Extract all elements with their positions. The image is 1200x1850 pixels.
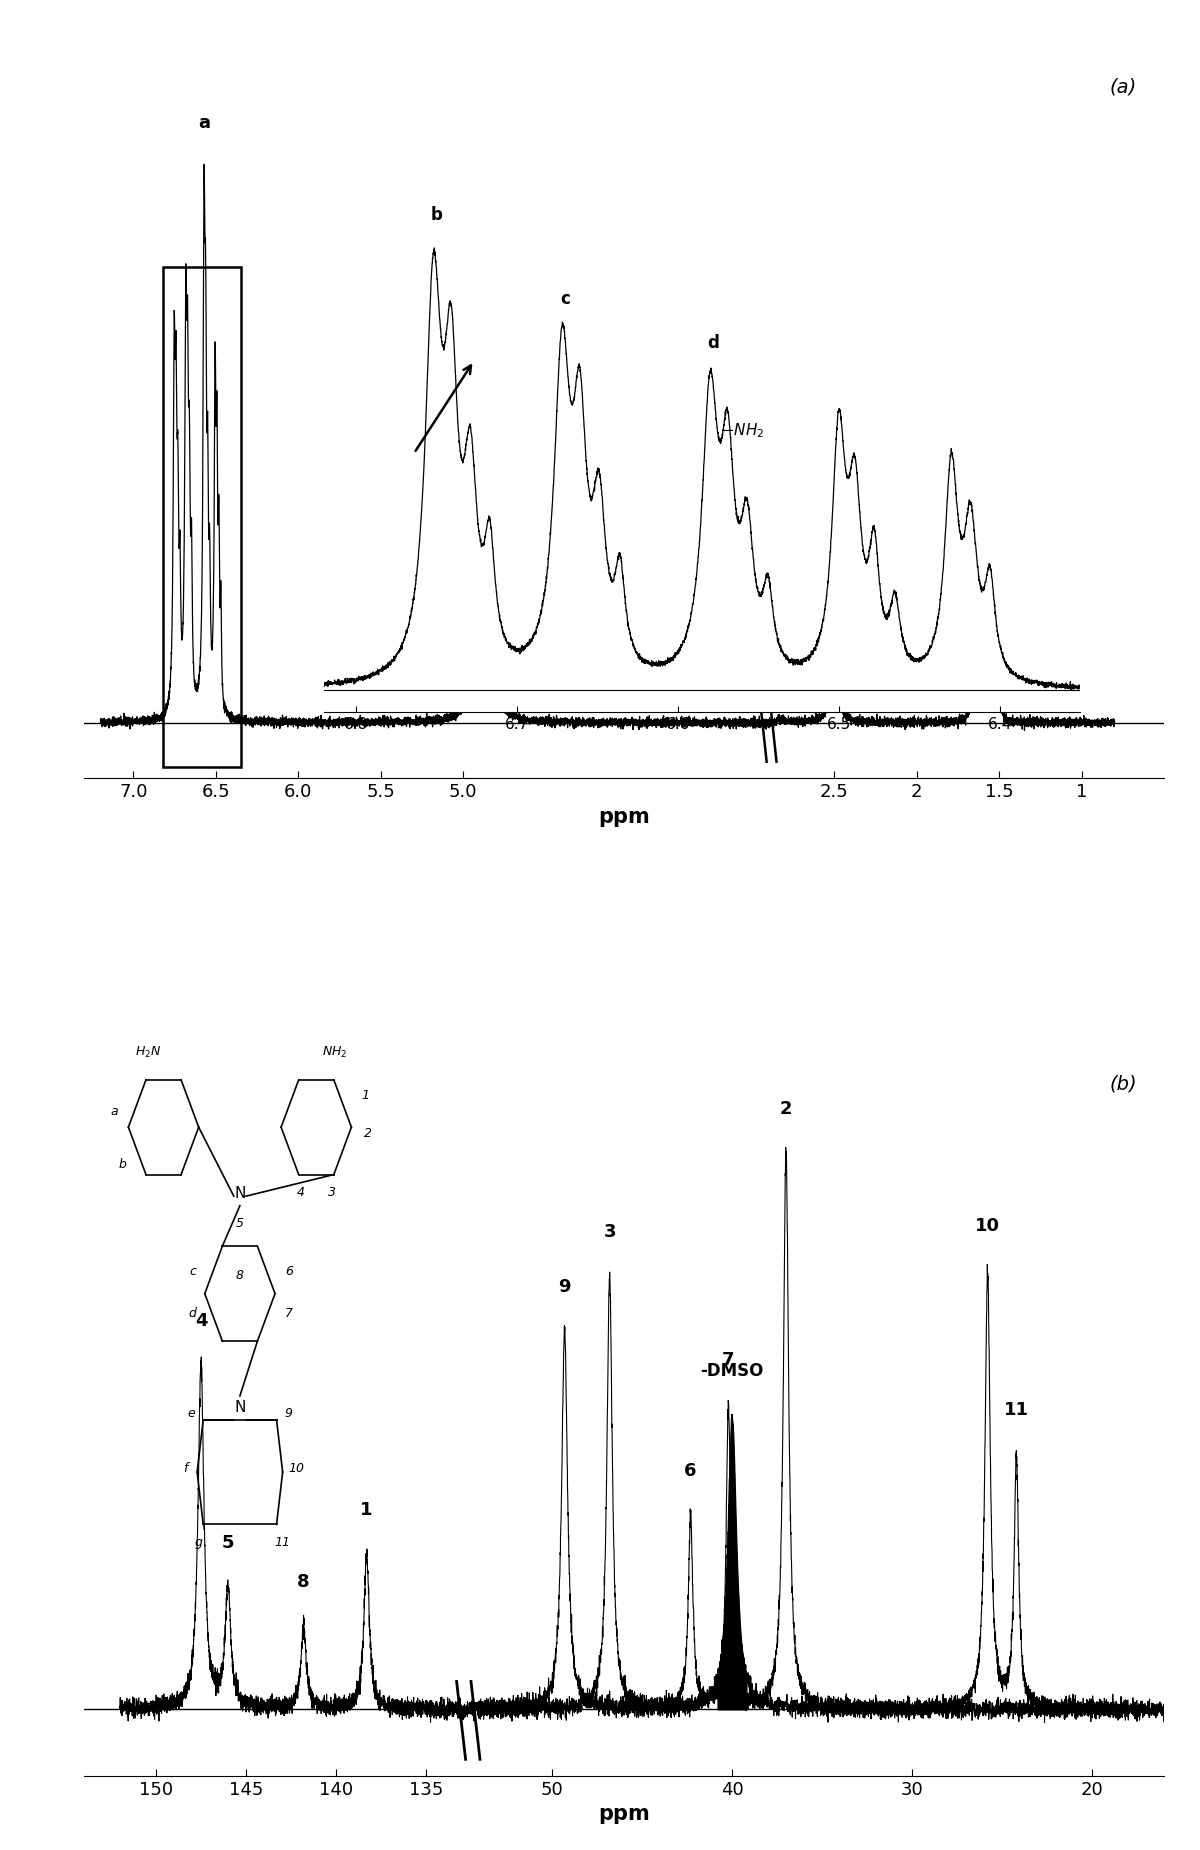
Text: e: e: [187, 1408, 194, 1421]
Text: d: d: [707, 333, 719, 352]
Text: 3: 3: [604, 1223, 616, 1241]
Text: 11: 11: [1004, 1400, 1028, 1419]
Text: g: g: [194, 1536, 203, 1548]
Text: 9: 9: [558, 1278, 571, 1297]
Text: g: g: [980, 503, 992, 522]
Text: f: f: [182, 1462, 187, 1474]
Text: (a): (a): [1110, 78, 1138, 96]
Text: 3: 3: [328, 1186, 336, 1199]
Text: 7: 7: [722, 1350, 734, 1369]
Text: $-NH_2$: $-NH_2$: [720, 422, 764, 440]
Text: 9: 9: [284, 1408, 293, 1421]
Text: b: b: [431, 205, 443, 224]
Text: c: c: [560, 290, 570, 307]
Text: 2: 2: [364, 1127, 372, 1140]
Text: 4: 4: [296, 1186, 305, 1199]
Text: 11: 11: [275, 1536, 290, 1548]
Text: 2: 2: [780, 1101, 792, 1117]
Text: 8: 8: [236, 1269, 244, 1282]
X-axis label: ppm: ppm: [598, 1804, 650, 1824]
Text: 4: 4: [194, 1312, 208, 1330]
Text: -DMSO: -DMSO: [701, 1362, 763, 1380]
Text: N: N: [234, 1400, 246, 1415]
Text: 1: 1: [360, 1500, 373, 1519]
Text: a: a: [110, 1104, 119, 1117]
Text: N: N: [234, 1186, 246, 1201]
Text: $-NH_2$: $-NH_2$: [460, 352, 506, 372]
Text: e: e: [755, 442, 766, 461]
X-axis label: ppm: ppm: [598, 807, 650, 827]
Text: $H_2N$: $H_2N$: [136, 1045, 162, 1060]
Text: $NH_2$: $NH_2$: [322, 1045, 347, 1060]
Text: 5: 5: [222, 1534, 234, 1552]
Text: f: f: [973, 448, 980, 466]
Text: 10: 10: [288, 1462, 305, 1474]
Text: c: c: [190, 1265, 196, 1278]
Text: d: d: [188, 1308, 197, 1321]
Bar: [163, 266, 241, 768]
Text: b: b: [119, 1158, 126, 1171]
Text: 1: 1: [361, 1088, 370, 1101]
Text: 6: 6: [284, 1265, 293, 1278]
Text: 7: 7: [284, 1308, 293, 1321]
Text: (b): (b): [1109, 1075, 1138, 1093]
Text: 10: 10: [976, 1217, 1000, 1236]
Text: -DMSO: -DMSO: [803, 575, 866, 594]
Text: 8: 8: [298, 1572, 310, 1591]
Text: 6: 6: [684, 1462, 697, 1480]
Text: a: a: [198, 115, 210, 131]
Text: 5: 5: [236, 1217, 244, 1230]
